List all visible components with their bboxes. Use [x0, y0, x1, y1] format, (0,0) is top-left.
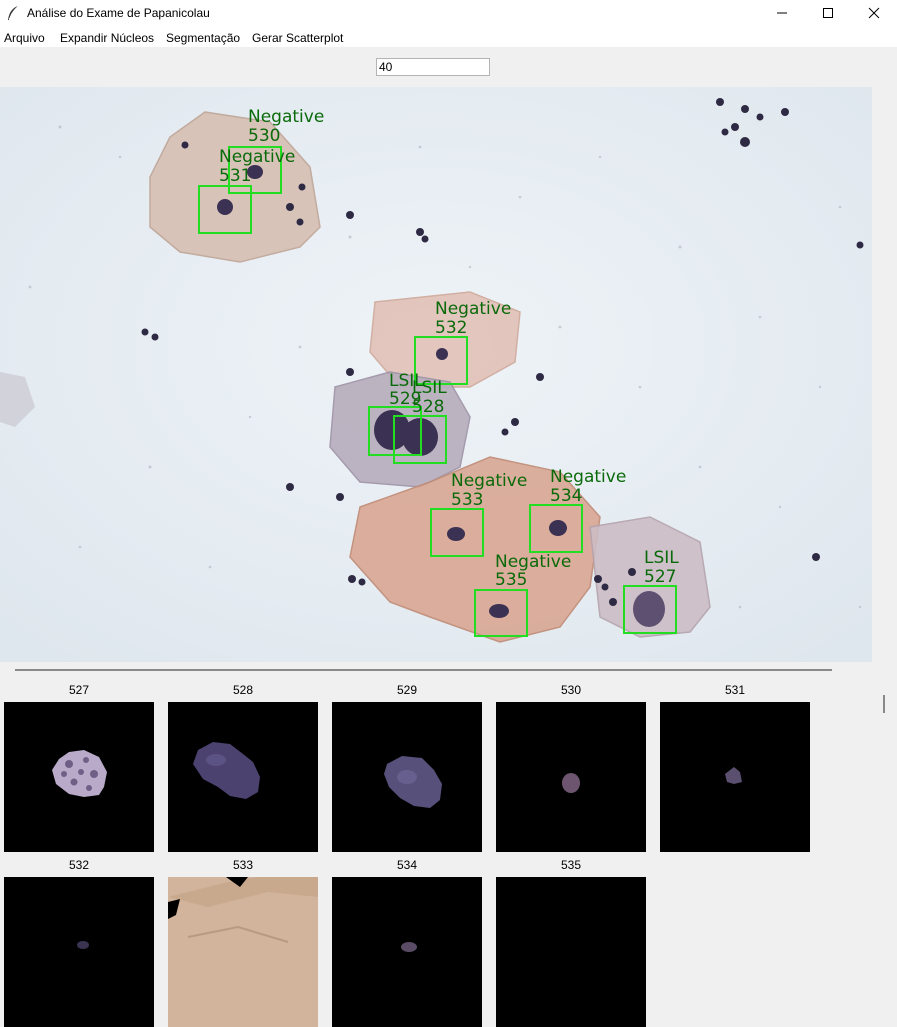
detection-id-label: 530	[248, 126, 280, 146]
nucleus-thumbnail[interactable]	[4, 702, 154, 852]
detection-labels: Negative 530 Negative 531 Negative 532 L…	[219, 107, 679, 590]
close-icon	[868, 7, 880, 19]
window-title: Análise do Exame de Papanicolau	[27, 6, 210, 20]
maximize-icon	[823, 8, 833, 18]
minimize-button[interactable]	[759, 0, 805, 27]
detection-id-label: 534	[550, 486, 582, 506]
detection-id-label: 532	[435, 318, 467, 338]
nucleus-image	[193, 742, 260, 799]
thumbnail-label: 533	[232, 858, 254, 872]
nucleus-thumbnail[interactable]	[168, 702, 318, 852]
nucleus-thumbnail[interactable]	[332, 877, 482, 1027]
inflammatory-cells	[141, 98, 864, 606]
detection-boxes	[198, 146, 677, 637]
nucleus-image	[562, 773, 580, 793]
detection-class-label: LSIL	[644, 548, 679, 568]
detection-class-label: Negative	[219, 147, 295, 167]
detection-box	[430, 508, 484, 557]
nucleus-thumbnail[interactable]	[660, 702, 810, 852]
detection-id-label: 531	[219, 166, 251, 186]
nucleus-image	[725, 767, 742, 784]
nucleus-thumbnail[interactable]	[496, 877, 646, 1027]
feather-icon	[8, 5, 19, 20]
thumbnail-label: 531	[724, 683, 746, 697]
menu-gerar-scatterplot[interactable]: Gerar Scatterplot	[252, 31, 344, 45]
detection-id-label: 529	[389, 389, 421, 409]
epithelial-cells	[0, 111, 711, 643]
detection-class-label: Negative	[451, 471, 527, 491]
nucleus-thumbnail[interactable]	[332, 702, 482, 852]
nucleus-image	[168, 877, 318, 1027]
pap-smear-image: Negative 530 Negative 531 Negative 532 L…	[0, 87, 872, 662]
detection-box	[529, 504, 583, 553]
pane-sash[interactable]	[15, 669, 832, 671]
detection-box	[414, 336, 468, 385]
nucleus-image	[77, 941, 89, 949]
detection-class-label: LSIL	[389, 371, 424, 391]
detection-class-label: LSIL	[412, 378, 447, 398]
detection-id-label: 533	[451, 490, 483, 510]
detection-box	[393, 415, 447, 464]
detection-class-label: Negative	[248, 107, 324, 127]
thumbnail-label: 529	[396, 683, 418, 697]
nucleus-thumbnail[interactable]	[168, 877, 318, 1027]
vertical-scrollbar[interactable]	[883, 695, 885, 713]
close-button[interactable]	[851, 0, 897, 27]
detection-box	[198, 185, 252, 234]
detection-box	[623, 585, 677, 634]
thumbnail-label: 532	[68, 858, 90, 872]
detection-class-label: Negative	[495, 552, 571, 572]
detection-class-label: Negative	[550, 467, 626, 487]
background-debris	[28, 125, 862, 609]
thumbnail-label: 530	[560, 683, 582, 697]
image-canvas[interactable]: Negative 530 Negative 531 Negative 532 L…	[0, 87, 872, 662]
nucleus-image	[52, 750, 107, 797]
detection-box	[474, 589, 528, 637]
thumbnail-label: 534	[396, 858, 418, 872]
maximize-button[interactable]	[805, 0, 851, 27]
distance-input[interactable]	[376, 58, 490, 76]
menu-expandir-nucleos[interactable]: Expandir Núcleos	[60, 31, 155, 45]
detection-id-label: 535	[495, 570, 527, 590]
detection-id-label: 527	[644, 567, 676, 587]
thumbnail-label: 527	[68, 683, 90, 697]
detection-box	[228, 146, 282, 194]
cell-nuclei	[217, 165, 665, 627]
thumbnail-label: 528	[232, 683, 254, 697]
nucleus-thumbnail[interactable]	[496, 702, 646, 852]
thumbnail-label: 535	[560, 858, 582, 872]
nucleus-image	[401, 942, 417, 952]
nucleus-image	[384, 756, 442, 808]
minimize-icon	[777, 12, 787, 14]
menu-segmentacao[interactable]: Segmentação	[166, 31, 241, 45]
detection-id-label: 528	[412, 397, 444, 417]
nucleus-thumbnail[interactable]	[4, 877, 154, 1027]
menu-bar: Arquivo Expandir Núcleos Segmentação Ger…	[0, 27, 897, 47]
title-bar: Análise do Exame de Papanicolau	[0, 0, 897, 27]
menu-arquivo[interactable]: Arquivo	[4, 31, 45, 45]
detection-class-label: Negative	[435, 299, 511, 319]
